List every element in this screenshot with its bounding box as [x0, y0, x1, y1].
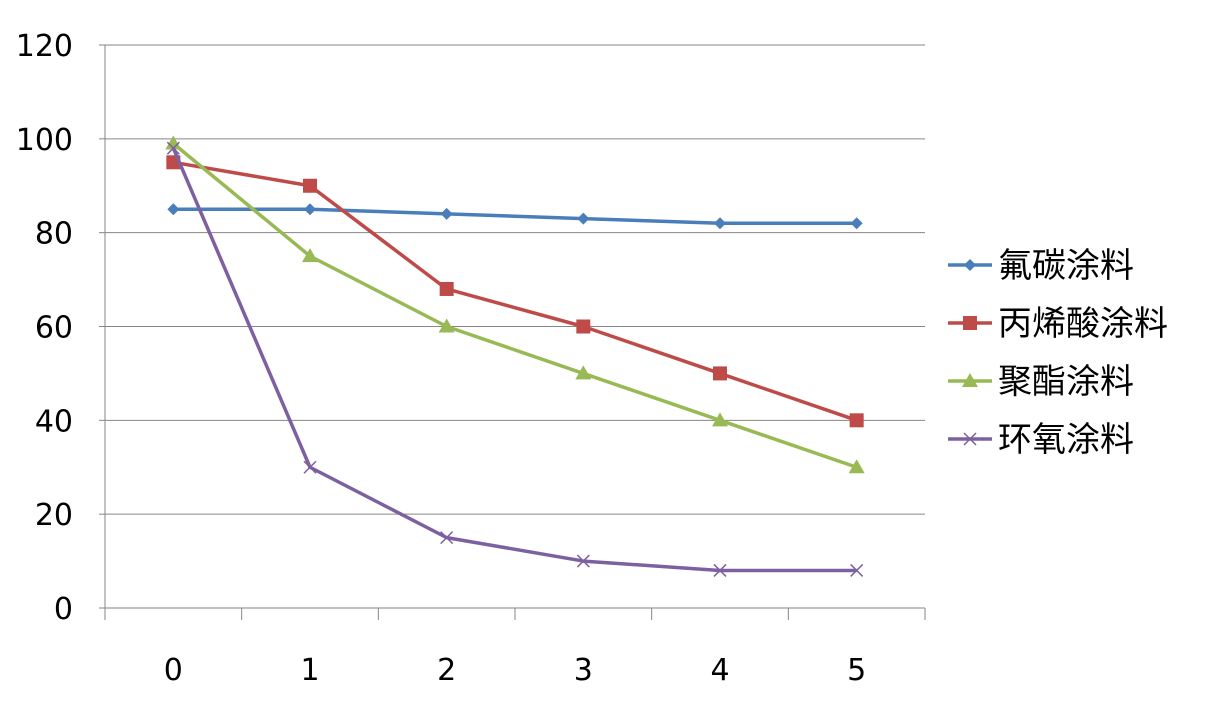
series-0-point-4	[714, 217, 726, 230]
series-1-point-1	[303, 178, 317, 193]
series-3-point-2-b	[440, 531, 454, 545]
series-0-point-3	[577, 212, 590, 225]
y-tick-label-80: 80	[35, 217, 73, 252]
y-tick-label-20: 20	[35, 498, 73, 533]
legend-entry-2: 聚酯涂料	[948, 362, 1134, 402]
x-tick-label-4: 4	[710, 653, 729, 688]
x-tick-label-5: 5	[847, 653, 866, 688]
legend-label-2: 聚酯涂料	[998, 362, 1134, 402]
legend-marker-2	[962, 373, 978, 387]
series-3-point-0	[166, 141, 180, 155]
series-3-point-4-b	[713, 563, 727, 577]
series-2	[165, 135, 865, 474]
series-3-point-1	[303, 460, 317, 474]
y-tick-label-40: 40	[35, 404, 73, 439]
series-3-point-4	[713, 563, 727, 577]
series-3-point-1-b	[303, 460, 317, 474]
series-line-0	[173, 207, 857, 226]
series-3-point-2	[440, 531, 454, 545]
series-2-point-1	[302, 248, 318, 263]
legend-marker-0	[964, 259, 976, 271]
series-0	[167, 203, 863, 230]
legend-marker-1	[963, 316, 977, 330]
series-3-point-3	[576, 554, 590, 568]
x-tick-label-2: 2	[437, 653, 456, 688]
series-0-point-2	[440, 207, 453, 220]
legend-entry-1: 丙烯酸涂料	[948, 304, 1168, 344]
series-2-point-2	[438, 318, 455, 333]
x-tick-label-0: 0	[164, 653, 183, 688]
series-3-point-5	[850, 563, 864, 577]
series-lines	[165, 135, 865, 577]
series-1-point-5	[849, 413, 864, 428]
legend-label-0: 氟碳涂料	[998, 246, 1134, 286]
legend-marker-3-b	[963, 432, 977, 446]
series-2-point-3	[575, 365, 592, 380]
series-2-point-4	[712, 412, 728, 427]
y-tick-label-100: 100	[16, 123, 73, 158]
grid-lines	[105, 44, 925, 515]
x-tick-label-1: 1	[300, 653, 319, 688]
y-tick-label-60: 60	[35, 311, 73, 346]
series-line-1	[173, 160, 858, 422]
legend-label-3: 环氧涂料	[998, 420, 1134, 460]
y-tick-label-0: 0	[54, 592, 73, 627]
legend-marker-3	[963, 432, 977, 446]
series-1-point-3	[576, 319, 591, 334]
legend-entry-3: 环氧涂料	[948, 420, 1134, 460]
series-3	[166, 141, 864, 577]
legend-label-1: 丙烯酸涂料	[998, 304, 1168, 344]
series-2-point-5	[848, 459, 865, 474]
series-0-point-1	[304, 203, 316, 216]
series-1	[166, 155, 864, 428]
x-tick-label-3: 3	[574, 653, 593, 688]
series-line-2	[172, 142, 858, 469]
series-1-point-4	[713, 366, 727, 381]
axes	[99, 44, 926, 620]
series-0-point-0	[167, 203, 180, 216]
series-line-3	[171, 147, 857, 573]
series-1-point-2	[439, 281, 454, 296]
series-3-point-5-b	[850, 563, 864, 577]
series-0-point-5	[850, 217, 863, 230]
series-3-point-3-b	[576, 554, 590, 568]
series-3-point-0-b	[166, 141, 180, 155]
series-2-point-0	[165, 135, 182, 150]
y-tick-label-120: 120	[16, 29, 73, 64]
legend-entry-0: 氟碳涂料	[948, 246, 1134, 286]
tick-labels: 0 20 40 60 80 100 120 0 1 2 3 4 5	[16, 29, 866, 688]
